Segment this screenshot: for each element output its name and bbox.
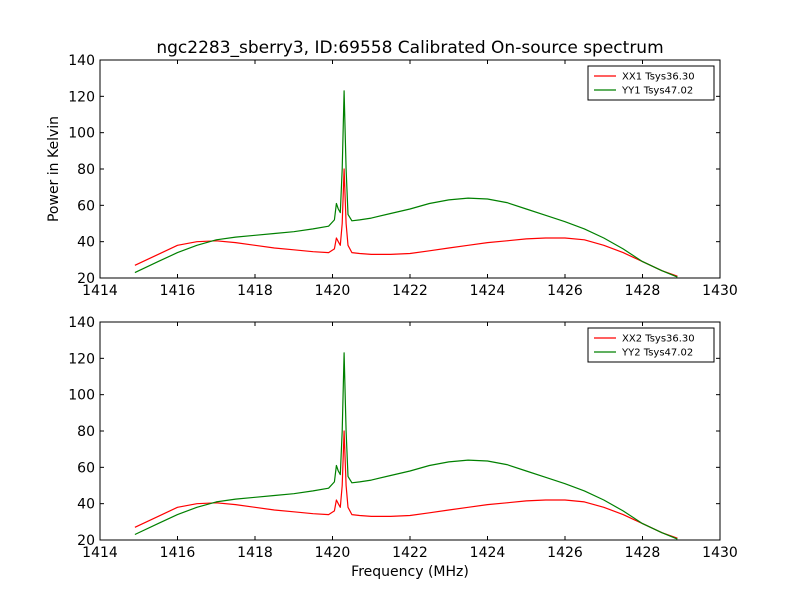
x-tick-label: 1426 bbox=[547, 545, 583, 561]
x-tick-label: 1418 bbox=[237, 545, 273, 561]
legend-2: XX2 Tsys36.30 YY2 Tsys47.02 bbox=[587, 327, 715, 363]
x-tick-label: 1414 bbox=[82, 283, 118, 299]
x-tick-label: 1414 bbox=[82, 545, 118, 561]
y-axis-label: Power in Kelvin bbox=[46, 116, 62, 222]
y-tick-label: 40 bbox=[77, 497, 95, 513]
x-tick-label: 1422 bbox=[392, 545, 428, 561]
y-tick-label: 60 bbox=[77, 198, 95, 214]
y-tick-label: 120 bbox=[68, 89, 95, 105]
x-tick-label: 1424 bbox=[470, 283, 506, 299]
x-tick-label: 1418 bbox=[237, 283, 273, 299]
y-tick-label: 20 bbox=[77, 533, 95, 549]
y-tick-label: 20 bbox=[77, 271, 95, 287]
x-tick-label: 1424 bbox=[470, 545, 506, 561]
x-axis-label: Frequency (MHz) bbox=[351, 564, 469, 580]
series-line-yy2 bbox=[134, 352, 678, 540]
legend-entry: XX2 Tsys36.30 bbox=[622, 334, 695, 345]
chart-panels: 1414 1416 1418 1420 1422 1424 1426 1428 1430 20 40… bbox=[46, 53, 738, 580]
series-line-xx2 bbox=[134, 430, 678, 539]
x-tick-label: 1430 bbox=[702, 283, 738, 299]
y-tick-label: 120 bbox=[68, 351, 95, 367]
series-line-yy1 bbox=[134, 90, 678, 278]
legend-box bbox=[587, 327, 715, 363]
figure-title: ngc2283_sberry3, ID:69558 Calibrated On-… bbox=[156, 38, 663, 58]
x-tick-label: 1428 bbox=[625, 545, 661, 561]
x-tick-label: 1420 bbox=[315, 283, 351, 299]
x-tick-label: 1426 bbox=[547, 283, 583, 299]
y-tick-label: 40 bbox=[77, 235, 95, 251]
x-tick-label: 1416 bbox=[160, 545, 196, 561]
chart-panel-1: 1414 1416 1418 1420 1422 1424 1426 1428 1430 20 40… bbox=[46, 53, 738, 299]
series-line-xx1 bbox=[134, 168, 678, 277]
legend-entry: XX1 Tsys36.30 bbox=[622, 72, 695, 83]
y-tick-label: 140 bbox=[68, 315, 95, 331]
legend-1: XX1 Tsys36.30 YY1 Tsys47.02 bbox=[587, 65, 715, 101]
y-tick-label: 100 bbox=[68, 126, 95, 142]
y-tick-label: 100 bbox=[68, 388, 95, 404]
x-tick-label: 1428 bbox=[625, 283, 661, 299]
y-tick-label: 140 bbox=[68, 53, 95, 69]
y-tick-label: 80 bbox=[77, 162, 95, 178]
legend-entry: YY2 Tsys47.02 bbox=[621, 348, 693, 359]
y-tick-label: 60 bbox=[77, 460, 95, 476]
legend-entry: YY1 Tsys47.02 bbox=[621, 86, 693, 97]
x-tick-label: 1430 bbox=[702, 545, 738, 561]
chart-panel-2: 1414 1416 1418 1420 1422 1424 1426 1428 1430 20 40… bbox=[68, 315, 738, 580]
x-tick-label: 1416 bbox=[160, 283, 196, 299]
legend-box bbox=[587, 65, 715, 101]
x-tick-label: 1420 bbox=[315, 545, 351, 561]
x-tick-label: 1422 bbox=[392, 283, 428, 299]
y-tick-label: 80 bbox=[77, 424, 95, 440]
